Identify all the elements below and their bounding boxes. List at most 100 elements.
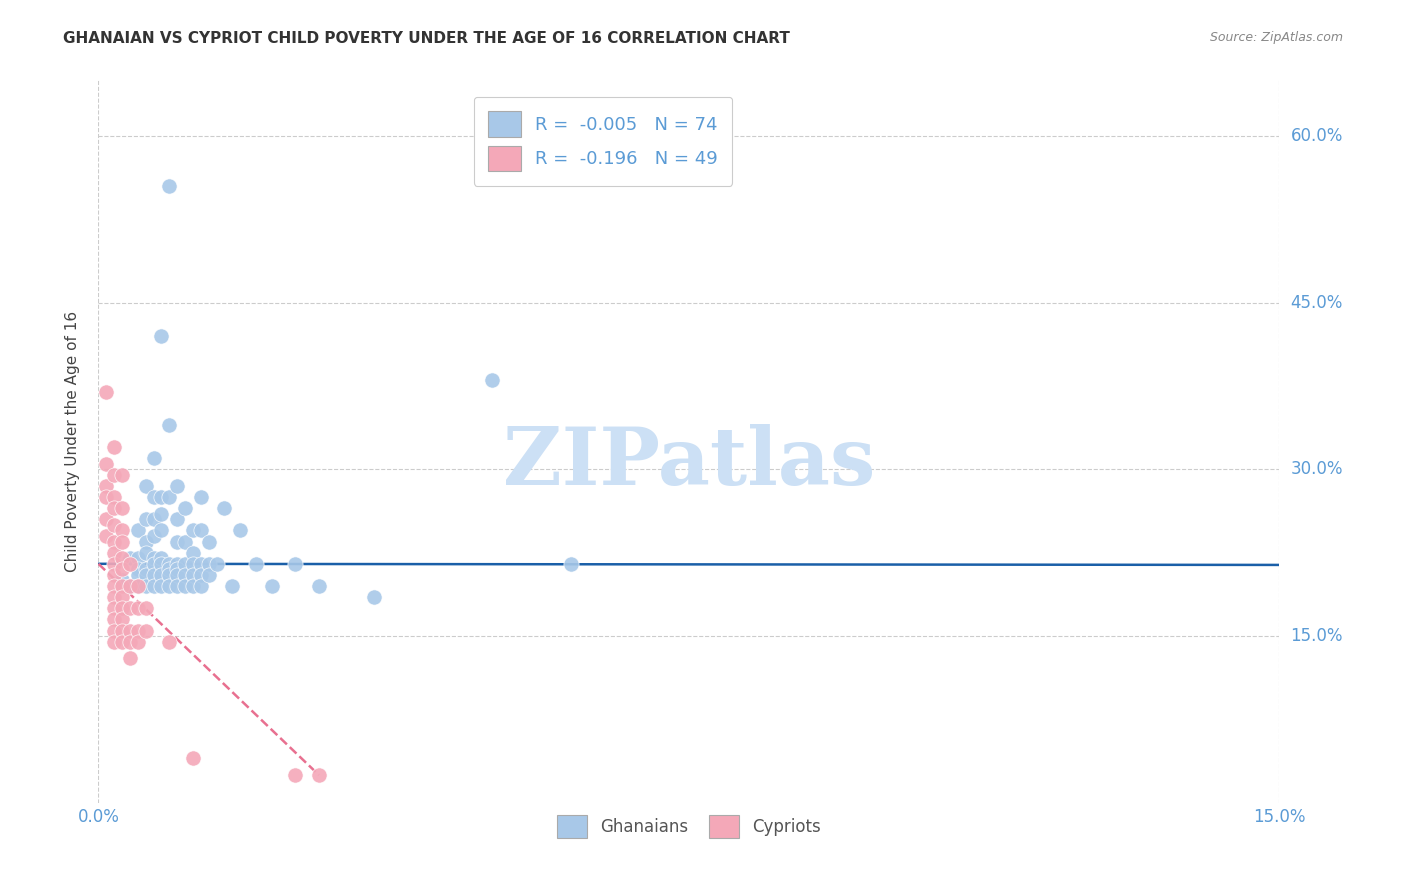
Point [127,524,149,538]
Point [111,501,134,516]
Point [111,590,134,604]
Point [127,579,149,593]
Point [181,524,204,538]
Point [103,624,125,638]
Point [157,562,180,576]
Point [205,557,228,571]
Point [135,546,157,560]
Point [96,512,118,526]
Text: 45.0%: 45.0% [1291,293,1343,311]
Point [284,768,307,782]
Point [118,634,141,648]
Point [118,551,141,566]
Point [111,579,134,593]
Point [135,601,157,615]
Point [150,490,173,504]
Point [157,568,180,582]
Point [157,579,180,593]
Text: GHANAIAN VS CYPRIOT CHILD POVERTY UNDER THE AGE OF 16 CORRELATION CHART: GHANAIAN VS CYPRIOT CHILD POVERTY UNDER … [63,31,790,46]
Point [103,534,125,549]
Point [197,557,219,571]
Point [96,384,118,399]
Point [127,634,149,648]
Point [103,440,125,454]
Point [118,579,141,593]
Point [190,490,212,504]
Point [150,507,173,521]
Point [135,479,157,493]
Point [118,651,141,665]
Point [103,546,125,560]
Point [197,568,219,582]
Point [103,634,125,648]
Point [190,524,212,538]
Point [157,557,180,571]
Point [150,551,173,566]
Text: 30.0%: 30.0% [1291,460,1343,478]
Point [96,479,118,493]
Point [103,517,125,532]
Point [181,557,204,571]
Point [308,579,330,593]
Point [103,612,125,626]
Point [166,512,188,526]
Point [127,579,149,593]
Point [363,590,385,604]
Point [166,579,188,593]
Y-axis label: Child Poverty Under the Age of 16: Child Poverty Under the Age of 16 [65,311,80,572]
Point [111,562,134,576]
Point [150,329,173,343]
Point [245,557,267,571]
Point [166,479,188,493]
Point [150,524,173,538]
Point [135,624,157,638]
Point [181,751,204,765]
Text: Source: ZipAtlas.com: Source: ZipAtlas.com [1209,31,1343,45]
Point [142,568,165,582]
Point [135,568,157,582]
Point [103,467,125,482]
Point [111,601,134,615]
Point [111,551,134,566]
Point [96,457,118,471]
Point [150,579,173,593]
Point [103,590,125,604]
Point [142,490,165,504]
Point [308,768,330,782]
Point [103,568,125,582]
Point [157,178,180,193]
Point [135,579,157,593]
Point [142,512,165,526]
Point [166,557,188,571]
Point [229,524,252,538]
Point [190,557,212,571]
Point [142,451,165,466]
Point [127,624,149,638]
Point [157,634,180,648]
Point [127,562,149,576]
Point [111,467,134,482]
Point [96,529,118,543]
Point [150,557,173,571]
Point [135,512,157,526]
Point [214,501,236,516]
Point [118,624,141,638]
Point [166,568,188,582]
Point [174,568,197,582]
Point [150,568,173,582]
Point [284,557,307,571]
Point [111,612,134,626]
Point [142,579,165,593]
Point [111,574,134,588]
Point [260,579,283,593]
Point [118,557,141,571]
Point [96,490,118,504]
Point [111,524,134,538]
Point [103,501,125,516]
Point [481,373,503,387]
Point [190,579,212,593]
Point [111,624,134,638]
Text: 60.0%: 60.0% [1291,127,1343,145]
Point [221,579,243,593]
Point [103,579,125,593]
